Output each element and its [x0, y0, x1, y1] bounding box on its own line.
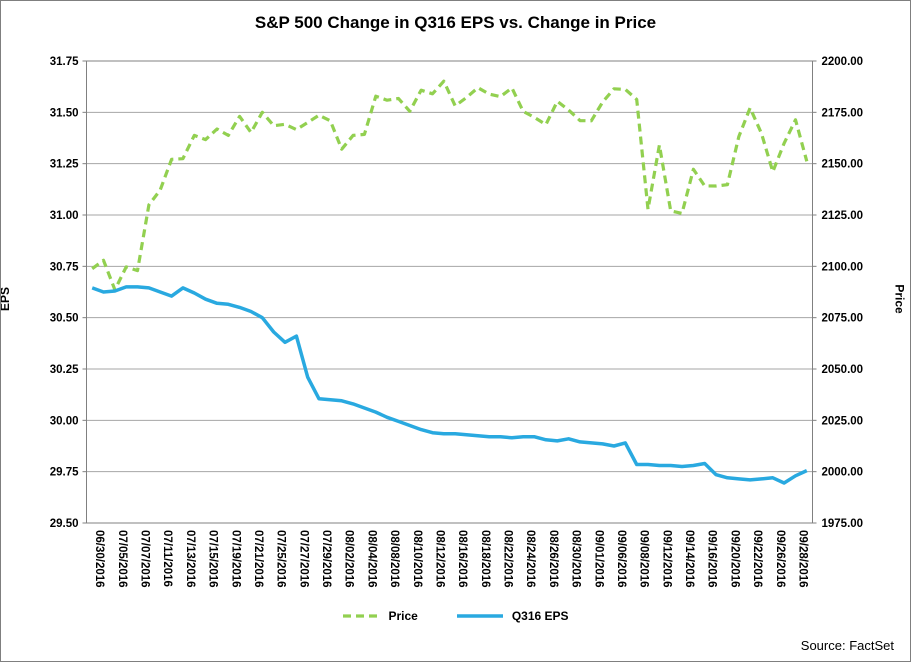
eps-solid-line-swatch [456, 614, 503, 618]
x-axis-tick-label: 09/01/2016 [592, 530, 604, 588]
x-axis-tick-label: 08/22/2016 [502, 530, 514, 588]
right-axis-tick-label: 2000.00 [822, 467, 864, 479]
x-axis-tick-label: 08/10/2016 [411, 530, 423, 588]
x-axis-tick-label: 07/21/2016 [252, 530, 264, 588]
left-axis-tick-label: 29.75 [50, 467, 79, 479]
x-axis-tick-label: 07/27/2016 [297, 530, 309, 588]
left-axis-tick-label: 31.50 [50, 107, 79, 119]
right-axis-tick-label: 2150.00 [822, 159, 864, 171]
x-axis-tick-label: 07/19/2016 [229, 530, 241, 588]
x-axis-tick-label: 07/13/2016 [184, 530, 196, 588]
right-axis-tick-label: 2200.00 [822, 56, 864, 68]
left-axis-tick-label: 29.50 [50, 518, 79, 530]
right-axis-tick-label: 2025.00 [822, 415, 864, 427]
left-axis-tick-label: 31.25 [50, 159, 79, 171]
right-axis-tick-label: 2175.00 [822, 107, 864, 119]
chart-legend: Price Q316 EPS [1, 609, 910, 623]
x-axis-tick-label: 09/26/2016 [774, 530, 786, 588]
x-axis-tick-label: 06/30/2016 [93, 530, 105, 588]
left-axis-tick-label: 30.75 [50, 261, 79, 273]
x-axis-tick-label: 08/18/2016 [479, 530, 491, 588]
source-note: Source: FactSet [800, 638, 894, 653]
chart-title: S&P 500 Change in Q316 EPS vs. Change in… [254, 13, 657, 32]
price-dashed-line-swatch [343, 614, 380, 618]
x-axis-tick-label: 09/14/2016 [683, 530, 695, 588]
right-axis-tick-label: 2050.00 [822, 364, 864, 376]
x-axis-tick-label: 07/29/2016 [320, 530, 332, 588]
left-axis-tick-label: 31.00 [50, 210, 79, 222]
right-axis-title: Price [892, 284, 907, 314]
x-axis-tick-label: 07/07/2016 [139, 530, 151, 588]
right-axis-tick-label: 1975.00 [822, 518, 864, 530]
legend-item-eps: Q316 EPS [456, 609, 569, 623]
x-axis-tick-label: 09/08/2016 [638, 530, 650, 588]
x-axis-tick-label: 09/28/2016 [796, 530, 808, 588]
legend-label-eps: Q316 EPS [511, 609, 569, 623]
legend-label-price: Price [388, 609, 418, 623]
left-axis-title: EPS [0, 286, 13, 312]
left-axis-tick-label: 30.00 [50, 415, 79, 427]
x-axis-tick-label: 09/12/2016 [660, 530, 672, 588]
x-axis-tick-label: 07/05/2016 [116, 530, 128, 588]
legend-item-price: Price [342, 609, 418, 623]
x-axis-tick-label: 09/20/2016 [728, 530, 740, 588]
x-axis-tick-label: 09/22/2016 [751, 530, 763, 588]
x-axis-tick-label: 08/02/2016 [343, 530, 355, 588]
left-axis-tick-label: 30.25 [50, 364, 79, 376]
x-axis-tick-label: 08/30/2016 [570, 530, 582, 588]
x-axis-tick-label: 09/06/2016 [615, 530, 627, 588]
x-axis-tick-label: 08/08/2016 [388, 530, 400, 588]
right-axis-tick-label: 2100.00 [822, 261, 864, 273]
price-series-line [91, 79, 809, 292]
x-axis-tick-label: 08/12/2016 [433, 530, 445, 588]
x-axis-tick-label: 07/11/2016 [161, 530, 173, 587]
x-axis-tick-label: 08/24/2016 [524, 530, 536, 588]
x-axis-tick-label: 07/15/2016 [207, 530, 219, 588]
left-axis-tick-label: 30.50 [50, 313, 79, 325]
x-axis-tick-label: 07/25/2016 [275, 530, 287, 588]
right-axis-tick-label: 2125.00 [822, 210, 864, 222]
x-axis-tick-label: 09/16/2016 [706, 530, 718, 588]
left-axis-tick-label: 31.75 [50, 56, 79, 68]
x-axis-tick-label: 08/26/2016 [547, 530, 559, 588]
x-axis-tick-label: 08/16/2016 [456, 530, 468, 588]
right-axis-tick-label: 2075.00 [822, 313, 864, 325]
x-axis-tick-label: 08/04/2016 [365, 530, 377, 588]
eps-series-line [91, 285, 808, 485]
